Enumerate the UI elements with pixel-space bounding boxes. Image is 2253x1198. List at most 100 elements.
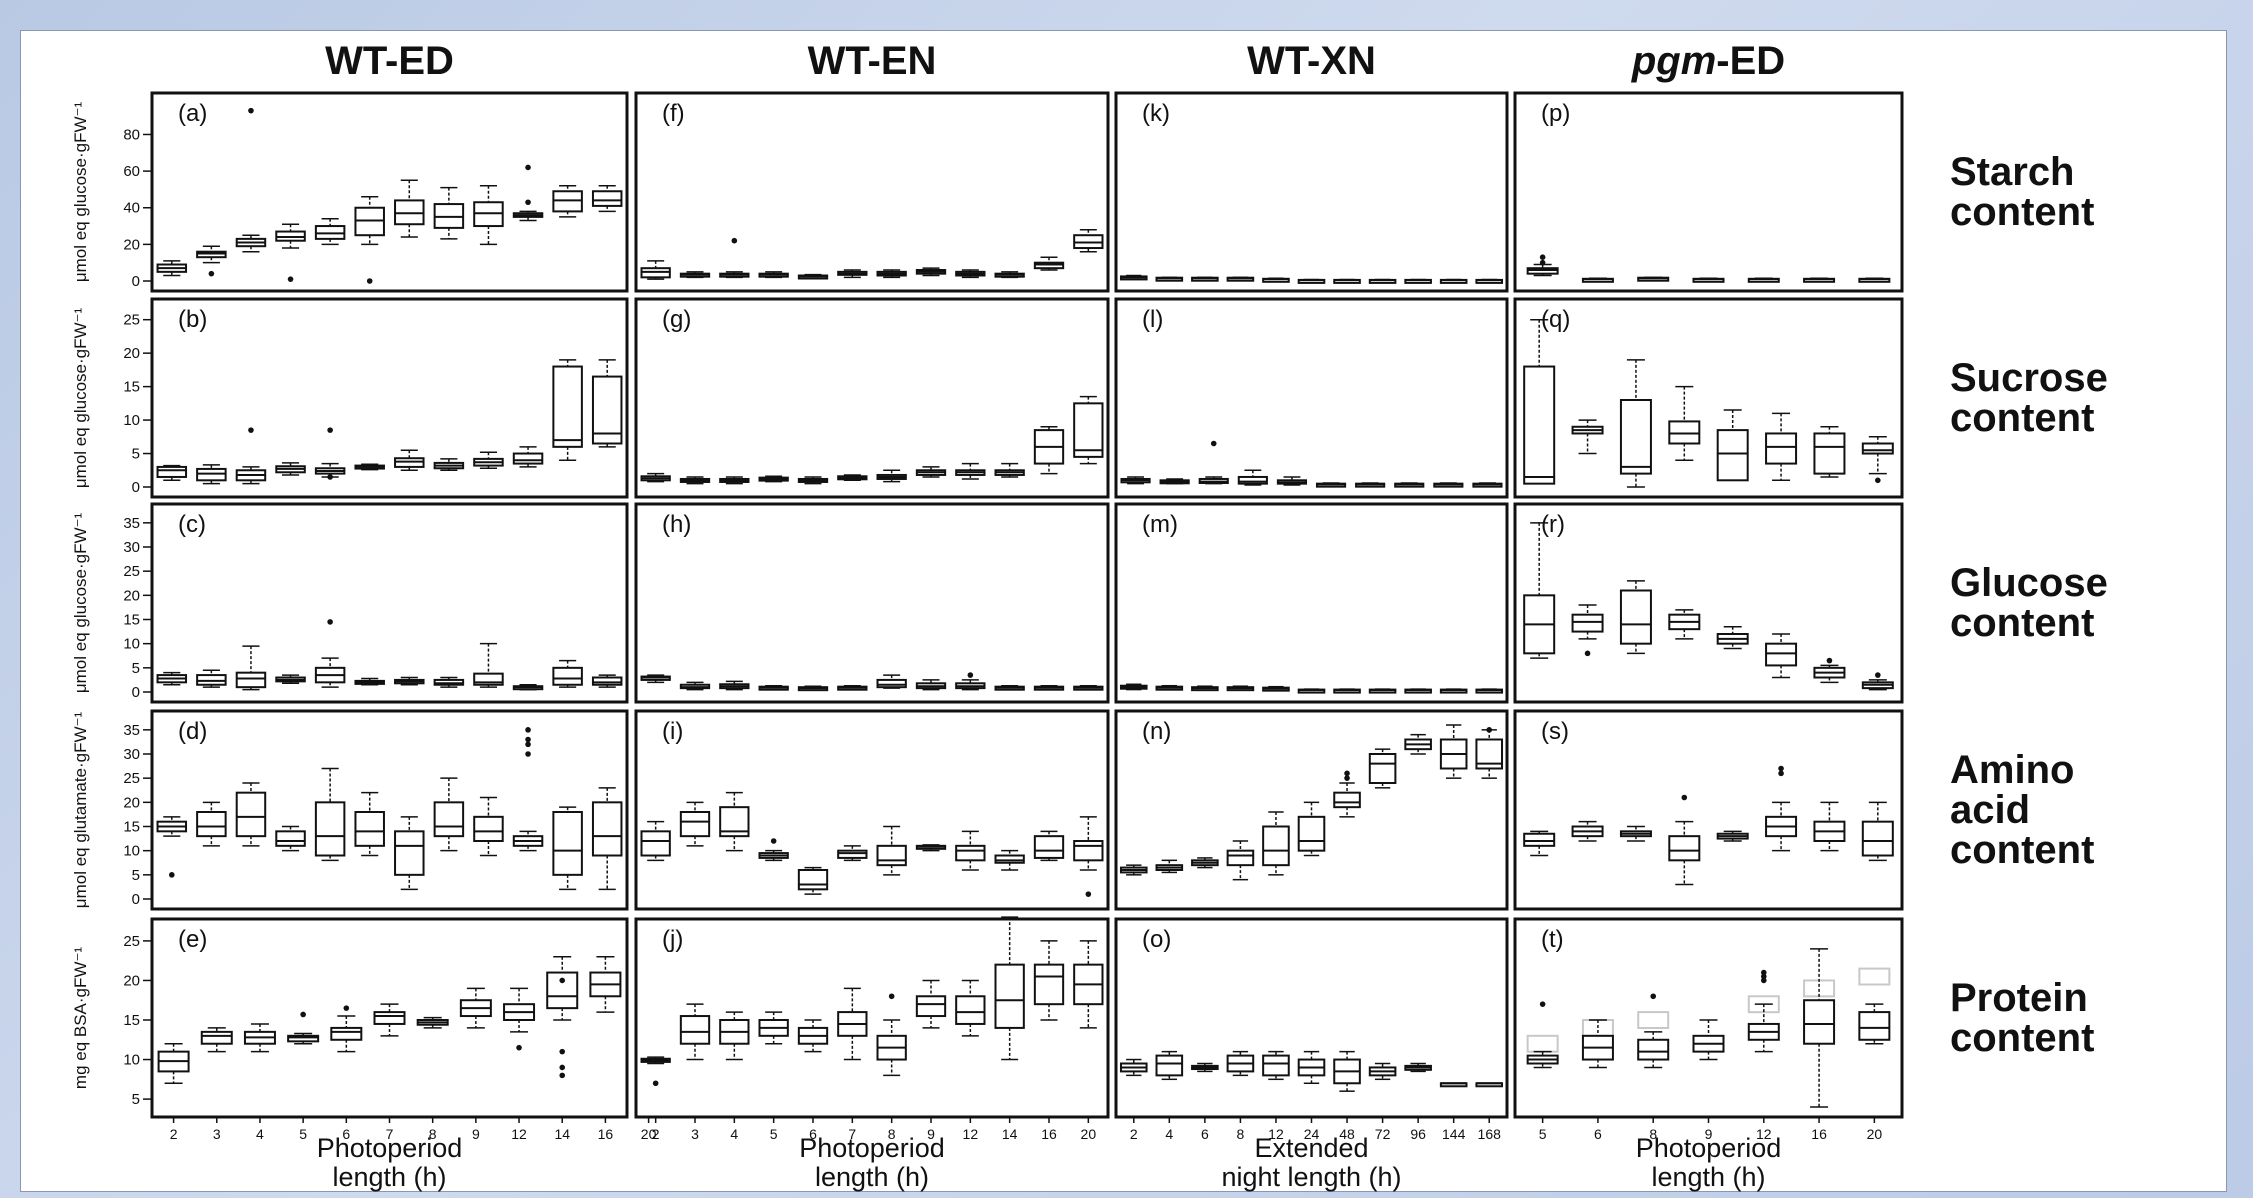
box [797,869,829,891]
panel-label: (h) [662,511,691,538]
panel-label: (d) [178,718,207,745]
panel-frame [634,709,1110,911]
box [1368,753,1397,784]
box [512,452,544,465]
outlier-point [525,164,531,171]
column-header-rest: -ED [1716,39,1785,83]
outlier-point [327,619,333,625]
box [679,811,711,838]
panel-label: (k) [1142,100,1170,127]
x-tick-label: 4 [1165,1126,1173,1142]
x-tick-label: 3 [213,1126,221,1142]
panel-frame [634,297,1110,499]
panel-n: (n) [1114,709,1509,911]
outlier-point [366,278,373,284]
panel-a: (a) 0 20 40 60 80 μmol eq glucose·gFW⁻¹ [71,91,629,293]
box [1226,849,1255,867]
box [591,375,623,445]
box [837,849,868,859]
x-axis-title: length (h) [332,1162,446,1192]
panel-label: (b) [178,306,207,333]
box [373,1011,406,1025]
box [1668,835,1701,862]
outlier-point [168,872,175,878]
box [1237,475,1268,485]
panel-frame [634,91,1110,293]
box [1297,815,1326,852]
box [1765,432,1798,465]
box [1033,963,1065,1006]
box [1861,820,1894,857]
box [552,811,583,876]
outlier-point [1584,650,1591,657]
x-tick-label: 12 [1268,1126,1284,1142]
y-tick-label: 0 [132,273,140,290]
panel-r: (r) [1513,502,1904,704]
y-tick-label: 25 [123,563,140,580]
panel-frame [1114,297,1509,499]
outlier-point [525,736,531,743]
y-tick-label: 30 [123,539,140,556]
outlier-point [327,474,333,480]
box [552,666,583,686]
y-tick-label: 10 [123,412,140,429]
column-header: pgm-ED [1631,39,1785,83]
x-tick-label: 5 [770,1126,778,1142]
x-tick-label: 20 [1081,1126,1097,1142]
box [1571,613,1604,633]
outlier-point [559,1048,566,1055]
box [591,190,623,207]
x-tick-label: 8 [1237,1126,1245,1142]
box [235,671,267,689]
outlier-point [1875,672,1881,678]
panel-h: (h) [634,502,1110,704]
panel-s: (s) [1513,709,1904,911]
outlier-point [248,427,254,433]
outlier-point [1778,765,1784,772]
figure-card [20,30,2227,1192]
x-tick-label: 8 [1649,1126,1657,1142]
row-label: acid [1950,788,2030,832]
box [394,457,425,468]
outlier-point [559,977,566,984]
box [1858,1011,1891,1041]
box [955,995,986,1025]
y-tick-label: 15 [123,819,140,836]
outlier-point [1826,657,1833,664]
box [1861,442,1894,455]
panel-d: (d) 0 5 10 15 20 25 30 35 μmol eq glutamate·gFW⁻¹ [71,709,629,911]
outlier-point [208,270,215,277]
x-tick-label: 6 [1594,1126,1602,1142]
panel-e: (e) 5 10 15 20 25 mg eq BSA·gFW⁻¹ 2 3 4 5 6 7 8 9 12 14 1… [71,917,657,1192]
x-axis-title: Photoperiod [799,1133,945,1163]
outlier-point [300,1011,306,1018]
row-label: Protein [1950,976,2088,1020]
box [473,672,504,686]
box [1523,832,1556,847]
box [876,678,907,689]
x-tick-label: 2 [170,1126,178,1142]
box [433,801,465,838]
outlier-point [770,838,777,844]
x-tick-label: 3 [691,1126,699,1142]
y-tick-label: 5 [132,446,140,463]
panel-label: (j) [662,926,683,953]
box [1619,589,1652,645]
panel-k: (k) [1114,91,1509,293]
box [640,830,671,857]
box [275,830,306,847]
y-axis-label: μmol eq glucose·gFW⁻¹ [71,308,90,489]
y-axis-label: μmol eq glutamate·gFW⁻¹ [71,711,90,908]
x-tick-label: 24 [1304,1126,1320,1142]
ghost-box [1526,1034,1559,1053]
panel-b: (b) 0 5 10 15 20 25 μmol eq glucose·gFW⁻¹ [71,297,629,499]
x-tick-label: 7 [386,1126,394,1142]
panel-c: (c) 0 5 10 15 20 25 30 35 μmol eq glucose·gFW⁻¹ [71,502,629,704]
panel-label: (e) [178,926,207,953]
y-tick-label: 0 [132,891,140,908]
x-tick-label: 8 [888,1126,896,1142]
panel-label: (m) [1142,511,1178,538]
outlier-point [652,1080,659,1087]
y-tick-label: 5 [132,867,140,884]
